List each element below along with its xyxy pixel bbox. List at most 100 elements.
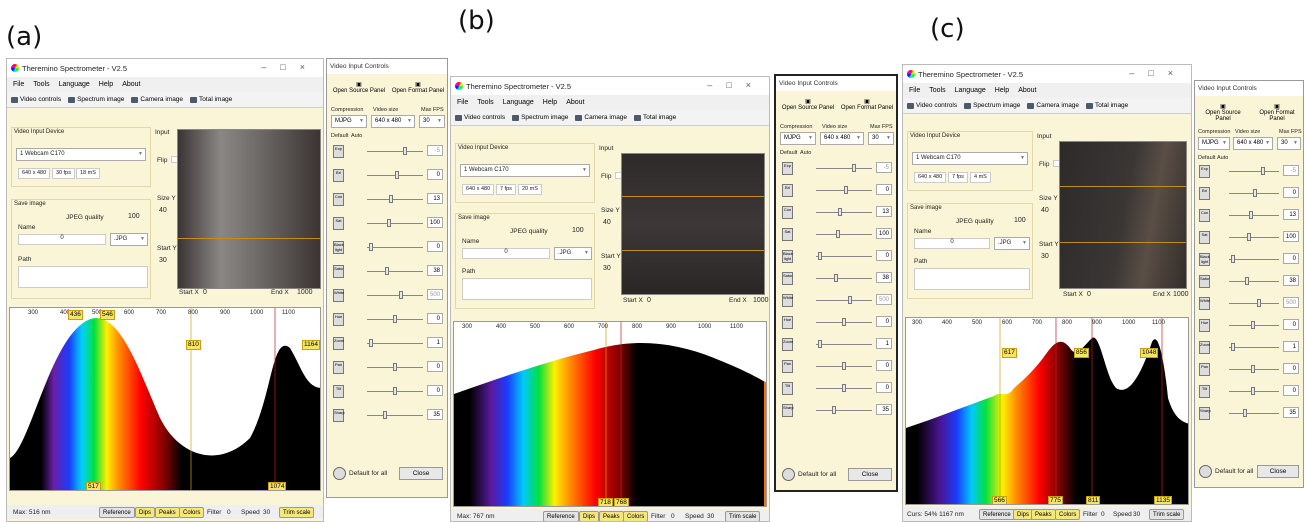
slider-knob[interactable] (1231, 343, 1235, 351)
path-input[interactable] (462, 278, 592, 300)
slider-value[interactable]: 13 (427, 193, 443, 204)
white-balance-slider[interactable] (367, 291, 423, 299)
hue-icon[interactable]: Hue (333, 313, 344, 326)
brightness-icon[interactable]: Bri (782, 184, 793, 197)
slider-knob[interactable] (836, 230, 840, 238)
slider-value[interactable]: 0 (1283, 385, 1299, 396)
spectrum-plot[interactable]: 300 400 500 600 700 800 900 1000 1100 43… (9, 307, 321, 491)
white-balance-icon[interactable]: White (782, 294, 793, 307)
peaks-button[interactable]: Peaks (1031, 509, 1056, 520)
slider-value[interactable]: 1 (876, 338, 892, 349)
slider-knob[interactable] (369, 339, 373, 347)
slider-knob[interactable] (818, 252, 822, 260)
slider-value[interactable]: 1 (427, 337, 443, 348)
slider-value[interactable]: 35 (427, 409, 443, 420)
menu-about[interactable]: About (1018, 87, 1037, 94)
dips-button[interactable]: Dips (579, 511, 600, 521)
filter-value[interactable]: 0 (1101, 511, 1105, 518)
max-fps-select[interactable]: 30 (1277, 137, 1301, 150)
contrast-icon[interactable]: Con (1199, 209, 1210, 222)
speed-value[interactable]: 30 (707, 513, 715, 520)
colors-button[interactable]: Colors (179, 507, 205, 518)
hue-icon[interactable]: Hue (782, 316, 793, 329)
slider-value[interactable]: 0 (1283, 319, 1299, 330)
saturation-icon[interactable]: Sat (333, 217, 344, 230)
brightness-slider[interactable] (816, 186, 872, 194)
exposure-icon[interactable]: Exp (333, 145, 344, 158)
slider-knob[interactable] (842, 362, 846, 370)
slider-value[interactable]: 0 (427, 169, 443, 180)
reference-button[interactable]: Reference (543, 511, 579, 521)
zoom-slider[interactable] (816, 340, 872, 348)
color-icon[interactable]: Satur (782, 272, 793, 285)
colors-button[interactable]: Colors (1055, 509, 1081, 520)
white-balance-slider[interactable] (816, 296, 872, 304)
slider-value[interactable]: 500 (1283, 297, 1299, 308)
end-x-value[interactable]: 1000 (1173, 291, 1189, 298)
slider-value[interactable]: 1 (1283, 341, 1299, 352)
slider-value[interactable]: 13 (1283, 209, 1299, 220)
compression-select[interactable]: MJPG (1198, 137, 1230, 150)
tool-total-image[interactable]: Total image (190, 96, 232, 103)
size-y-value[interactable]: 40 (603, 219, 611, 226)
tilt-slider[interactable] (367, 387, 423, 395)
start-y-value[interactable]: 30 (159, 257, 167, 264)
exposure-icon[interactable]: Exp (1199, 165, 1210, 178)
open-source-panel-button[interactable]: ▣ Open Source Panel (1197, 103, 1249, 122)
device-select[interactable]: 1 Webcam C170 (16, 148, 146, 161)
contrast-slider[interactable] (1229, 211, 1279, 219)
max-fps-select[interactable]: 30 (868, 132, 894, 145)
jpeg-quality-value[interactable]: 100 (128, 213, 140, 220)
end-x-value[interactable]: 1000 (753, 297, 769, 304)
jpeg-quality-value[interactable]: 100 (572, 227, 584, 234)
slider-knob[interactable] (1251, 365, 1255, 373)
brightness-slider[interactable] (1229, 189, 1279, 197)
spectrum-plot[interactable]: 300 400 500 600 700 800 900 1000 1100 71… (453, 321, 767, 507)
dips-button[interactable]: Dips (135, 507, 156, 518)
slider-knob[interactable] (385, 267, 389, 275)
slider-knob[interactable] (1251, 387, 1255, 395)
color-slider[interactable] (367, 267, 423, 275)
slider-value[interactable]: 0 (1283, 363, 1299, 374)
tool-video-controls[interactable]: Video controls (11, 96, 61, 103)
tool-camera-image[interactable]: Camera image (131, 96, 183, 103)
contrast-slider[interactable] (816, 208, 872, 216)
open-source-panel-button[interactable]: ▣ Open Source Panel (332, 82, 386, 94)
default-all-icon[interactable] (782, 468, 795, 481)
name-input[interactable]: 0 (914, 238, 990, 249)
slider-knob[interactable] (832, 406, 836, 414)
slider-knob[interactable] (369, 243, 373, 251)
sharpness-icon[interactable]: Sharp (333, 409, 345, 422)
brightness-slider[interactable] (367, 171, 423, 179)
start-y-value[interactable]: 30 (1041, 253, 1049, 260)
path-input[interactable] (18, 266, 148, 288)
white-balance-icon[interactable]: White (1199, 297, 1210, 310)
open-format-panel-button[interactable]: ▣ Open Format Panel (1251, 103, 1303, 122)
slider-value[interactable]: 0 (876, 360, 892, 371)
saturation-slider[interactable] (816, 230, 872, 238)
pan-icon[interactable]: Pan (1199, 363, 1210, 376)
open-format-panel-button[interactable]: ▣ Open Format Panel (838, 98, 896, 111)
slider-value[interactable]: 38 (427, 265, 443, 276)
extension-select[interactable]: .JPG (110, 233, 148, 246)
zoom-icon[interactable]: Zoom (333, 337, 344, 350)
close-button[interactable]: Close (848, 468, 892, 481)
slider-value[interactable]: -5 (1283, 165, 1299, 176)
slider-knob[interactable] (848, 296, 852, 304)
exposure-slider[interactable] (367, 147, 423, 155)
speed-value[interactable]: 30 (263, 509, 271, 516)
color-slider[interactable] (1229, 277, 1279, 285)
device-select[interactable]: 1 Webcam C170 (912, 152, 1028, 165)
video-size-select[interactable]: 640 x 480 (1233, 137, 1273, 150)
size-y-value[interactable]: 40 (1041, 207, 1049, 214)
exposure-icon[interactable]: Exp (782, 162, 793, 175)
contrast-icon[interactable]: Con (333, 193, 344, 206)
white-balance-slider[interactable] (1229, 299, 1279, 307)
slider-knob[interactable] (389, 195, 393, 203)
slider-knob[interactable] (838, 208, 842, 216)
tool-camera-image[interactable]: Camera image (1027, 102, 1079, 109)
jpeg-quality-value[interactable]: 100 (1014, 217, 1026, 224)
colors-button[interactable]: Colors (623, 511, 649, 521)
slider-value[interactable]: 38 (1283, 275, 1299, 286)
tool-video-controls[interactable]: Video controls (455, 114, 505, 121)
